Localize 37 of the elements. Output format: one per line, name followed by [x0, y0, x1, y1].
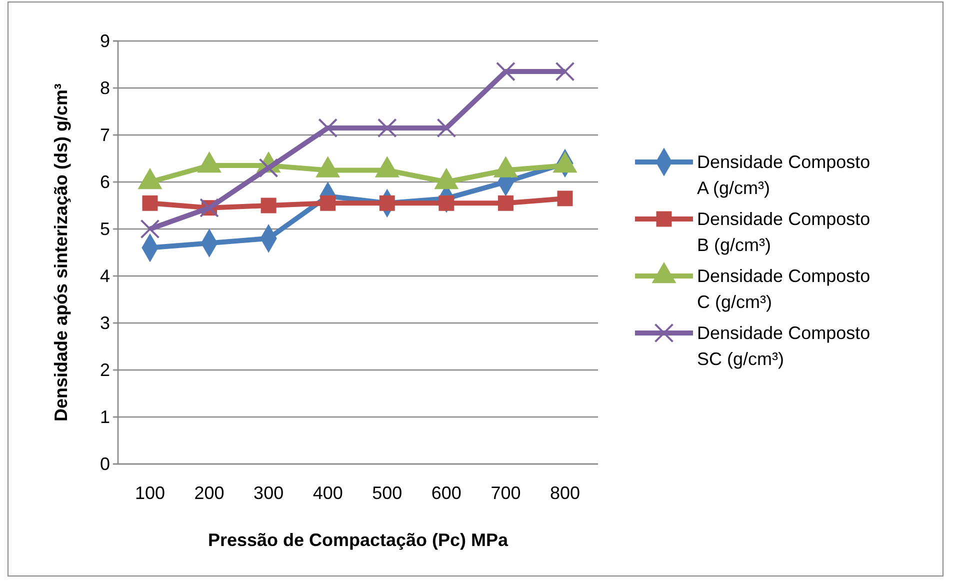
point	[557, 190, 573, 206]
y-tick-label: 6	[100, 172, 110, 192]
y-tick-label: 3	[100, 312, 110, 333]
point	[498, 195, 514, 211]
x-tick-label: 400	[312, 482, 343, 503]
legend-label: Densidade Composto C (g/cm³)	[697, 266, 870, 312]
point	[260, 198, 276, 214]
y-tick-label: 1	[100, 406, 110, 427]
point	[379, 195, 395, 211]
point	[142, 195, 158, 211]
point	[140, 219, 160, 239]
legend-label: Densidade Composto B (g/cm³)	[697, 209, 870, 255]
x-tick-label: 800	[550, 482, 580, 503]
x-axis-title: Pressão de Compactação (Pc) MPa	[208, 530, 510, 550]
x-tick-label: 600	[431, 482, 462, 503]
x-tick-label: 300	[254, 482, 284, 503]
legend-label: Densidade Composto A (g/cm³)	[697, 152, 870, 198]
x-tick-label: 700	[490, 482, 521, 503]
y-tick-label: 5	[100, 218, 110, 239]
point	[377, 118, 397, 138]
point	[555, 62, 575, 82]
y-tick-label: 7	[100, 124, 110, 145]
y-tick-label: 4	[100, 266, 110, 286]
y-tick-label: 8	[100, 78, 110, 98]
point	[436, 118, 456, 138]
legend-label: Densidade Composto SC (g/cm³)	[697, 323, 870, 369]
y-tick-label: 0	[100, 454, 110, 474]
point	[496, 62, 516, 82]
y-axis-title: Densidade após sinterização (ds) g/cm³	[51, 83, 71, 422]
x-tick-label: 100	[134, 482, 166, 503]
y-tick-label: 9	[100, 30, 110, 51]
point	[438, 195, 454, 211]
x-tick-label: 500	[372, 482, 402, 503]
point	[318, 118, 338, 138]
x-tick-label: 200	[194, 482, 224, 503]
point	[320, 195, 336, 211]
y-tick-label: 2	[100, 360, 110, 380]
